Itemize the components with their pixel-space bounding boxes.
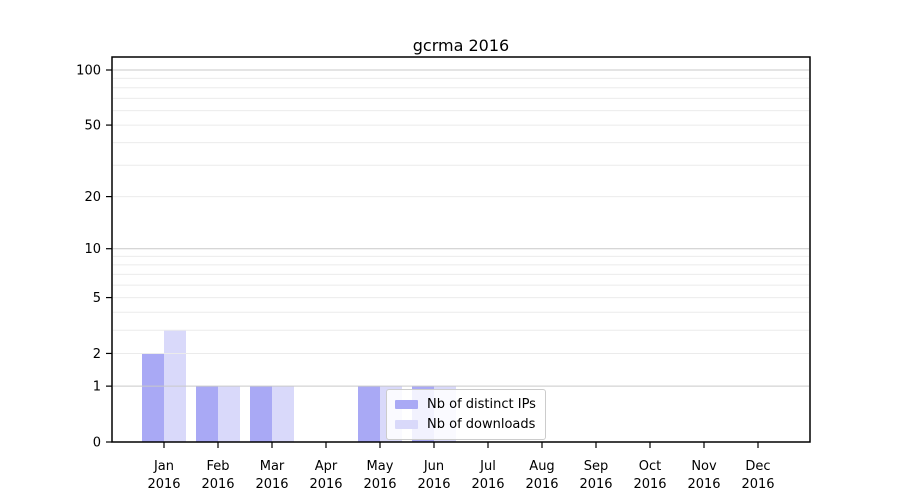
bar-distinct-ips-may	[358, 386, 380, 442]
x-tick-label-month: Nov	[691, 459, 717, 474]
x-tick-label-month: Jan	[153, 459, 174, 474]
x-tick-label-month: May	[367, 459, 394, 474]
legend-row: Nb of downloads	[395, 415, 536, 434]
x-tick-label-month: Oct	[639, 459, 661, 474]
bar-distinct-ips-mar	[250, 386, 272, 442]
x-tick-label-year: 2016	[417, 477, 450, 492]
x-tick-label-year: 2016	[255, 477, 288, 492]
x-tick-label-month: Jun	[423, 459, 444, 474]
x-tick-label-year: 2016	[687, 477, 720, 492]
x-tick-label-month: Dec	[745, 459, 770, 474]
y-tick-label: 2	[93, 347, 101, 362]
legend-label: Nb of distinct IPs	[427, 397, 536, 412]
x-tick-label-year: 2016	[201, 477, 234, 492]
x-tick-label-year: 2016	[741, 477, 774, 492]
x-tick-label-year: 2016	[579, 477, 612, 492]
y-tick-label: 20	[84, 190, 101, 205]
y-tick-label: 1	[93, 380, 101, 395]
x-tick-label-year: 2016	[309, 477, 342, 492]
bar-downloads-mar	[272, 386, 294, 442]
x-tick-label-month: Aug	[529, 459, 554, 474]
bar-distinct-ips-feb	[196, 386, 218, 442]
x-tick-label-month: Feb	[206, 459, 229, 474]
plot-frame	[111, 56, 811, 443]
x-tick-label-year: 2016	[471, 477, 504, 492]
y-tick-label: 10	[84, 242, 101, 257]
x-tick-label-year: 2016	[147, 477, 180, 492]
gridlines-major	[113, 69, 809, 387]
chart-title: gcrma 2016	[412, 36, 510, 55]
legend-swatch-downloads	[395, 420, 418, 429]
legend-swatch-distinct-ips	[395, 400, 418, 409]
legend: Nb of distinct IPs Nb of downloads	[386, 389, 546, 440]
x-tick-label-month: Sep	[584, 459, 609, 474]
x-tick-label-year: 2016	[363, 477, 396, 492]
y-tick-label: 5	[93, 291, 101, 306]
bar-distinct-ips-jan	[142, 353, 164, 442]
y-tick-label: 50	[84, 119, 101, 134]
legend-row: Nb of distinct IPs	[395, 395, 536, 414]
y-tick-label: 100	[76, 64, 101, 79]
x-tick-label-year: 2016	[525, 477, 558, 492]
x-tick-label-month: Jul	[479, 459, 496, 474]
legend-label: Nb of downloads	[427, 417, 536, 432]
gridlines-minor	[113, 77, 809, 354]
y-axis-ticks: 0 1 2 5 10 20 50 100	[76, 64, 112, 451]
x-tick-label-month: Mar	[260, 459, 285, 474]
x-axis-ticks: Jan 2016 Feb 2016 Mar 2016 Apr 2016 May 2016 Jun 20…	[147, 442, 775, 492]
y-tick-label: 0	[93, 436, 101, 451]
bar-downloads-feb	[218, 386, 240, 442]
x-tick-label-year: 2016	[633, 477, 666, 492]
x-tick-label-month: Apr	[315, 459, 338, 474]
